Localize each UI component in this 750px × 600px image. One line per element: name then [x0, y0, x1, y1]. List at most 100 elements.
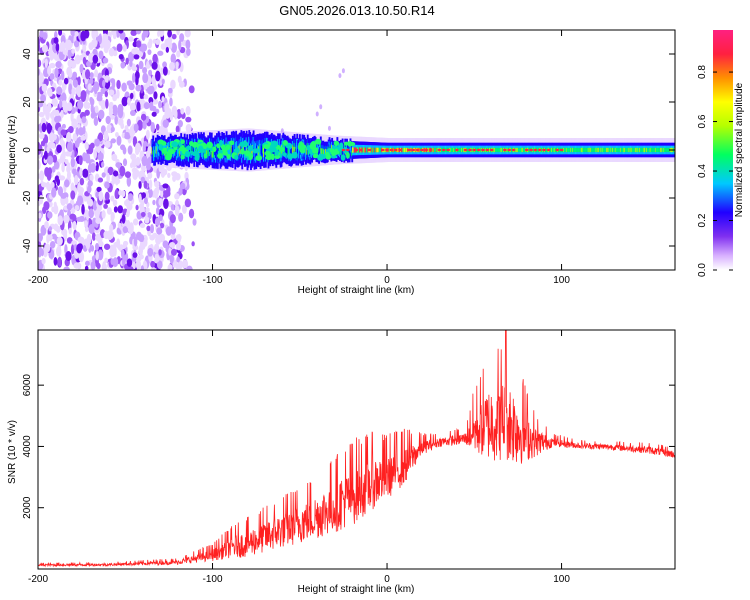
spectrogram-cell: [72, 133, 78, 142]
spectrogram-cell: [68, 227, 72, 235]
spectrogram-cell: [106, 207, 112, 215]
spectrogram-cell: [188, 85, 195, 94]
spectrogram-cell: [97, 132, 104, 142]
spectrogram-cell: [156, 227, 163, 235]
spectrogram-cell: [114, 174, 119, 186]
spectrogram-cell: [411, 148, 416, 152]
spectrogram-cell: [148, 179, 153, 190]
spectrogram-cell: [89, 72, 94, 79]
spectrogram-cell: [74, 205, 80, 211]
spectrogram-cell: [114, 115, 118, 125]
spectrogram-cell: [56, 144, 62, 154]
spectrogram-cell: [481, 148, 485, 152]
spectrogram-cell: [102, 57, 109, 64]
spectrogram-cell: [151, 105, 157, 112]
spectrogram-cell: [87, 83, 92, 92]
spectrogram-cell: [176, 50, 181, 58]
spectrogram-cell: [152, 53, 158, 64]
spectrogram-cell: [98, 109, 105, 120]
spectrogram-cell: [112, 246, 117, 257]
colorbar-tick-label: 0.6: [697, 114, 708, 128]
spectrogram-cell: [58, 79, 63, 86]
spectrogram-cell: [116, 135, 122, 146]
spectrogram-cell: [159, 222, 165, 229]
spectrogram-cell: [143, 238, 148, 247]
spectrogram-cell: [55, 61, 62, 69]
spectrogram-cell: [88, 198, 94, 207]
spectrogram-cell: [424, 148, 429, 152]
spectrogram-cell: [160, 67, 164, 75]
spectrogram-cell: [58, 99, 63, 109]
spectrogram-cell: [141, 192, 146, 199]
spectrogram-cell: [39, 30, 45, 38]
spectrogram-cell: [282, 140, 288, 146]
spectrogram-cell: [264, 150, 271, 156]
spectrogram-cell: [77, 195, 84, 206]
spectrogram-cell: [97, 152, 104, 162]
spectrogram-cell: [180, 139, 185, 144]
spectrogram-cell: [38, 59, 42, 68]
spectrogram-cell: [140, 265, 145, 270]
spectrogram-cell: [155, 256, 160, 263]
spectrogram-cell: [312, 153, 319, 159]
spectrogram-cell: [151, 111, 157, 117]
spectrogram-cell: [112, 94, 118, 102]
spectrogram-cell: [68, 126, 74, 134]
spectrogram-cell: [268, 145, 275, 152]
spectrogram-cell: [128, 82, 135, 91]
spectrogram-cell: [62, 49, 69, 56]
snr-xtick-label: -100: [203, 574, 223, 585]
spectrogram-cell: [119, 165, 126, 177]
spectrogram-cell: [43, 150, 48, 160]
spectrogram-cell: [102, 261, 107, 270]
spectrogram-cell: [220, 144, 226, 150]
spectrogram-cell: [341, 68, 345, 74]
spectrogram-cell: [51, 206, 55, 213]
spectrogram-cell: [485, 148, 490, 152]
spectrogram-cell: [105, 39, 111, 50]
spectrogram-cell: [51, 187, 57, 198]
spectrogram-cell: [38, 101, 44, 108]
spectrogram-cell: [54, 115, 60, 123]
spectrogram-cell: [312, 147, 319, 154]
spectrogram-cell: [66, 66, 72, 76]
spectrogram-cell: [240, 148, 245, 155]
spectrogram-cell: [167, 172, 171, 179]
spectrogram-cell: [135, 64, 140, 74]
spectrogram-cell: [472, 148, 477, 152]
spectrogram-cell: [152, 98, 159, 105]
spectrogram-cell: [165, 226, 172, 236]
spectrogram-cell: [38, 124, 42, 131]
spectrogram-cell: [102, 79, 106, 88]
spectrogram-cell: [73, 150, 78, 157]
spectrogram-cell: [122, 44, 127, 52]
spectrogram-cell: [125, 57, 129, 65]
spectrogram-cell: [94, 233, 102, 242]
spectrogram-cell: [89, 162, 96, 173]
spectrogram-cell: [169, 214, 176, 224]
spectrogram-cell: [489, 148, 494, 152]
spectrogram-cell: [135, 74, 139, 86]
spectrogram-cell: [286, 143, 292, 148]
spectrogram-cell: [129, 102, 136, 112]
spectrogram-cell: [170, 79, 176, 90]
spectrogram-cell: [104, 257, 108, 264]
spectrogram-cell: [142, 67, 148, 74]
spectrogram-cell: [133, 54, 140, 60]
spectrogram-cell: [40, 94, 47, 103]
spectrogram-cell: [226, 153, 231, 160]
spectrogram-cell: [117, 244, 124, 251]
spectrogram-cell: [338, 73, 342, 79]
spectrogram-cell: [110, 195, 115, 202]
spectrogram-cell: [50, 52, 55, 60]
spectrogram-cell: [81, 72, 86, 79]
spectrogram-cell: [51, 233, 57, 240]
spectrogram-cell: [420, 148, 424, 152]
spectrogram-cell: [140, 169, 145, 177]
spectrogram-cell: [253, 148, 259, 154]
spectrogram-cell: [116, 89, 120, 99]
spectrogram-cell: [101, 161, 105, 168]
spectrogram-cell: [138, 254, 144, 260]
spectrogram-cell: [53, 160, 60, 170]
spectrogram-cell: [347, 140, 353, 147]
